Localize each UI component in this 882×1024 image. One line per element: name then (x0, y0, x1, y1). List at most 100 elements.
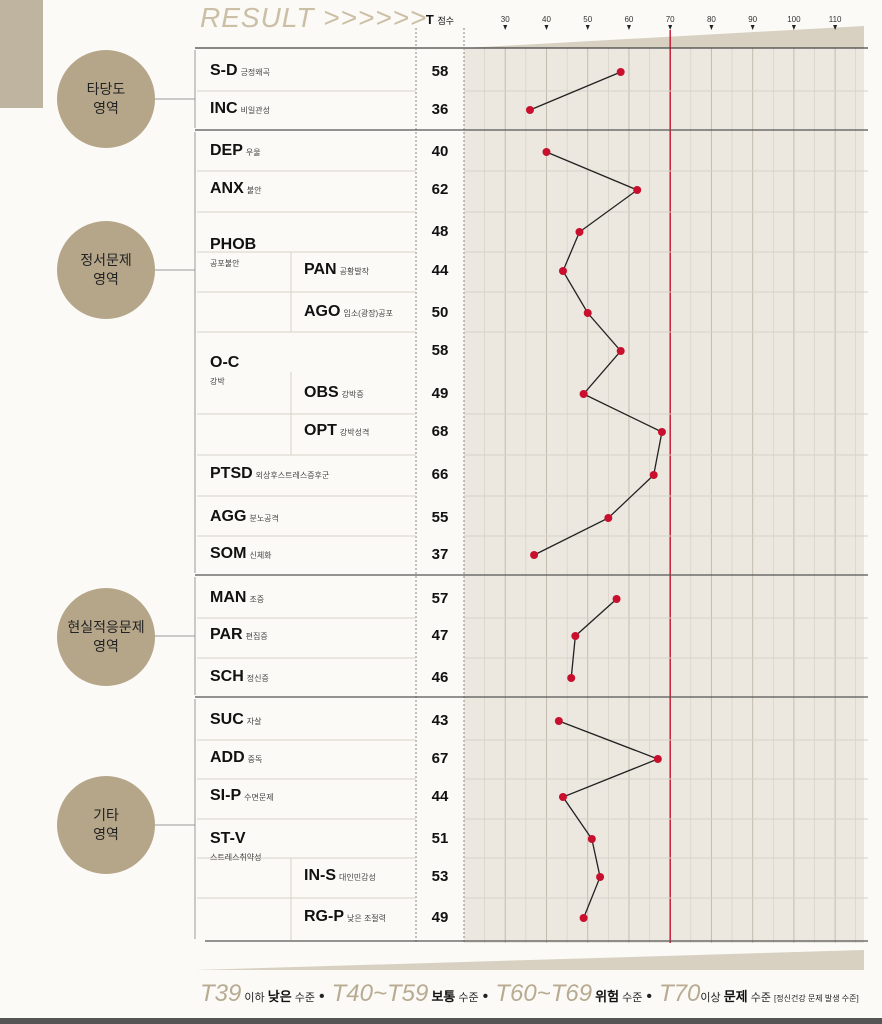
corner-tab (0, 0, 43, 108)
x-tick-label: 110 (829, 15, 842, 24)
row-subtitle: 공황발작 (339, 267, 370, 276)
data-point (567, 674, 576, 682)
t-score-value: 58 (431, 63, 449, 80)
data-point (571, 632, 580, 640)
row-label: PAN 공황발작 (304, 261, 369, 279)
data-point (525, 106, 534, 114)
data-point (558, 267, 567, 275)
row-label: S-D 긍정왜곡 (210, 62, 270, 80)
row-subtitle: 강박증 (341, 390, 364, 399)
row-label: IN-S 대인민감성 (304, 867, 376, 885)
data-point (583, 309, 592, 317)
t-score-value: 62 (431, 181, 449, 198)
t-score-value: 36 (431, 101, 449, 118)
row-code: PTSD (210, 465, 253, 482)
t-score-value: 47 (431, 627, 449, 644)
x-tick-marker (833, 25, 838, 30)
x-tick-marker (585, 25, 590, 30)
series-line (529, 71, 621, 111)
row-code: RG-P (304, 908, 344, 925)
row-subtitle: 임소(광장)공포 (343, 309, 393, 318)
result-chart: 30 40 50 60 70 80 90 100 110 (150, 15, 868, 970)
row-label: SOM 신체화 (210, 545, 272, 563)
row-subtitle: 수면문제 (244, 793, 274, 802)
t-score-value: 40 (431, 143, 449, 160)
row-label: SCH 정신증 (210, 668, 269, 686)
x-tick-label: 40 (542, 15, 551, 24)
row-subtitle: 우울 (245, 148, 261, 157)
parent-stv: ST-V 스트레스취약성 (210, 830, 262, 862)
row-code: IN-S (304, 867, 336, 884)
t-score-value: 51 (431, 830, 449, 847)
row-subtitle: 신체화 (249, 551, 272, 560)
row-code: PAN (304, 261, 337, 278)
row-subtitle: 편집증 (245, 632, 268, 641)
x-tick-label: 50 (583, 15, 592, 24)
row-label: SUC 자살 (210, 711, 262, 729)
x-tick-label: 100 (787, 15, 801, 24)
t-score-value: 44 (431, 788, 449, 805)
data-point (579, 914, 588, 922)
t-score-value: 67 (431, 750, 449, 767)
t-score-value: 43 (431, 712, 449, 729)
t-score-value: 66 (431, 466, 449, 483)
row-label: DEP 우울 (210, 142, 261, 160)
x-tick-marker (503, 25, 508, 30)
row-subtitle: 대인민감성 (339, 873, 376, 882)
x-tick-marker (626, 25, 631, 30)
data-point (612, 595, 621, 603)
t-score-value: 48 (431, 223, 449, 240)
bottom-bar (0, 1018, 882, 1024)
series-line (558, 720, 660, 919)
data-point (604, 514, 613, 522)
t-score-value: 57 (431, 590, 449, 607)
t-score-value: 44 (431, 262, 449, 279)
t-score-value: 37 (431, 546, 449, 563)
row-code: S-D (210, 62, 238, 79)
data-point (616, 347, 625, 355)
row-code: INC (210, 100, 238, 117)
row-label: SI-P 수면문제 (210, 787, 274, 805)
t-score-value: 46 (431, 669, 449, 686)
row-code: SCH (210, 668, 244, 685)
data-point (558, 793, 567, 801)
row-subtitle: 조증 (249, 595, 265, 604)
x-tick-label: 60 (624, 15, 633, 24)
row-subtitle: 중독 (247, 755, 263, 764)
row-code: AGO (304, 303, 341, 320)
row-subtitle: 불안 (246, 186, 262, 195)
x-tick-label: 90 (748, 15, 757, 24)
t-score-value: 49 (431, 909, 449, 926)
row-label: RG-P 낮은 조절력 (304, 908, 386, 926)
x-tick-marker (544, 25, 549, 30)
row-code: SUC (210, 711, 244, 728)
data-point (633, 186, 642, 194)
group-validity: 타당도 영역 (57, 50, 155, 148)
group-other: 기타 영역 (57, 776, 155, 874)
row-code: AGG (210, 508, 247, 525)
row-code: PAR (210, 626, 243, 643)
x-tick-marker (668, 25, 673, 30)
row-code: SI-P (210, 787, 242, 804)
t-score-value: 55 (431, 509, 449, 526)
row-label: OPT 강박성격 (304, 422, 369, 440)
group-emotional: 정서문제 영역 (57, 221, 155, 319)
row-label: ADD 중독 (210, 749, 262, 767)
row-code: ANX (210, 180, 244, 197)
row-subtitle: 분노공격 (249, 514, 279, 523)
row-label: AGO 임소(광장)공포 (304, 303, 393, 321)
row-label: PAR 편집증 (210, 626, 268, 644)
parent-oc: O-C 강박 (210, 354, 240, 386)
header-band (464, 26, 864, 48)
data-point (542, 148, 551, 156)
row-label: AGG 분노공격 (210, 508, 279, 526)
t-score-header: T 점수 (425, 12, 455, 27)
t-score-value: 49 (431, 385, 449, 402)
row-code: DEP (210, 142, 243, 159)
result-title: RESULT >>>>>> (200, 2, 428, 33)
data-point (554, 717, 563, 725)
row-subtitle: 낮은 조절력 (347, 914, 387, 923)
data-point (649, 471, 658, 479)
t-score-value: 58 (431, 342, 449, 359)
row-code: MAN (210, 589, 247, 606)
